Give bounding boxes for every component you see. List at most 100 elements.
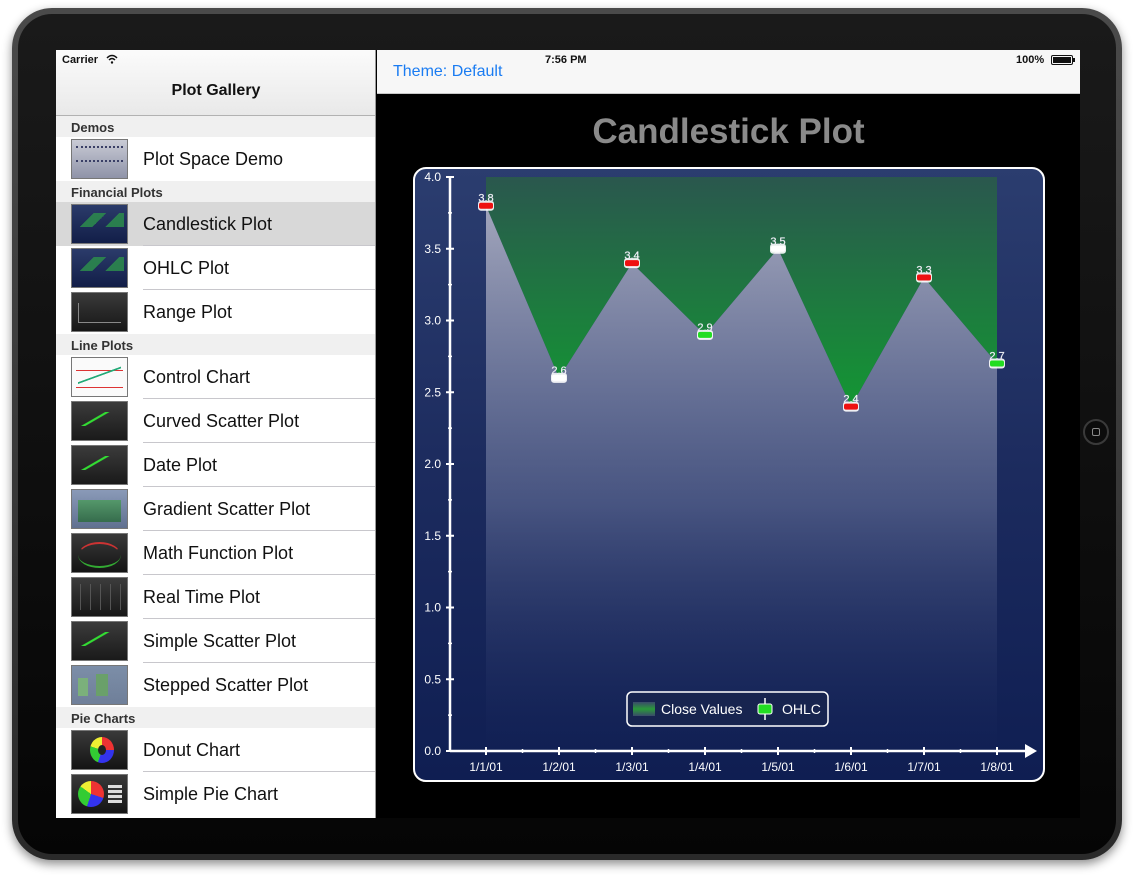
list-item[interactable]: Gradient Scatter Plot: [56, 487, 375, 531]
candlestick-body: [844, 403, 858, 410]
list-item[interactable]: Real Time Plot: [56, 575, 375, 619]
row-separator: [143, 289, 375, 290]
list-item-label: Simple Scatter Plot: [143, 631, 297, 651]
list-item-label: Plot Space Demo: [143, 149, 284, 169]
master-pane: Carrier Plot Gallery Demos Plot Space Dem…: [56, 50, 376, 818]
detail-navigation-bar: Theme: Default 7:56 PM 100%: [377, 50, 1080, 94]
wifi-icon: [106, 54, 118, 64]
data-label: 2.9: [697, 322, 712, 334]
candlestick-body: [990, 360, 1004, 367]
thumbnail-image: [71, 292, 128, 332]
list-item[interactable]: Range Plot: [56, 290, 375, 334]
row-separator: [143, 574, 375, 575]
section-header: Financial Plots: [56, 181, 375, 203]
list-item-label: Date Plot: [143, 455, 218, 475]
chart-layer: 0.0 0.5 1.0 1.5 2.0 2.5 3.0 3.5 4.0 1/1/01 1/2/01 1…: [424, 170, 1037, 774]
battery-icon: [1051, 55, 1075, 65]
list-item-label: OHLC Plot: [143, 258, 230, 278]
home-button[interactable]: [1083, 419, 1109, 445]
row-separator: [143, 530, 375, 531]
list-item-label: Range Plot: [143, 302, 233, 322]
x-tick-label: 1/6/01: [834, 760, 868, 774]
master-title: Plot Gallery: [171, 82, 261, 99]
list-item[interactable]: OHLC Plot: [56, 246, 375, 290]
y-tick-label: 3.0: [424, 314, 441, 328]
master-navigation-bar: Carrier Plot Gallery: [56, 50, 375, 116]
y-tick-label: 4.0: [424, 170, 441, 184]
row-separator: [143, 618, 375, 619]
row-separator: [143, 486, 375, 487]
row-separator: [143, 662, 375, 663]
x-tick-label: 1/1/01: [469, 760, 503, 774]
close-values-upper-fill: [486, 177, 997, 407]
thumbnail-image: [71, 139, 128, 179]
y-tick-label: 2.0: [424, 457, 441, 471]
list-item-label: Real Time Plot: [143, 587, 261, 607]
y-tick-label: 2.5: [424, 385, 441, 399]
x-tick-label: 1/2/01: [542, 760, 576, 774]
list-item[interactable]: Control Chart: [56, 355, 375, 399]
candlestick-body: [625, 260, 639, 267]
list-item-label: Donut Chart: [143, 740, 241, 760]
list-item[interactable]: Curved Scatter Plot: [56, 399, 375, 443]
legend-label-close: Close Values: [661, 701, 742, 717]
legend-swatch-close: [633, 702, 655, 716]
battery-percent: 100%: [1016, 54, 1045, 66]
row-separator: [143, 442, 375, 443]
x-tick-label: 1/3/01: [615, 760, 649, 774]
candlestick-body: [771, 245, 785, 252]
candlestick-body: [917, 274, 931, 281]
carrier-label: Carrier: [62, 54, 99, 66]
y-tick-label: 3.5: [424, 242, 441, 256]
legend-label-ohlc: OHLC: [782, 701, 821, 717]
thumbnail-image: [71, 665, 128, 705]
data-label: 2.6: [551, 365, 566, 377]
data-label: 2.4: [843, 394, 858, 406]
list-item[interactable]: Date Plot: [56, 443, 375, 487]
x-tick-label: 1/5/01: [761, 760, 795, 774]
legend-box: [626, 691, 829, 727]
thumbnail-image: [71, 445, 128, 485]
thumbnail-image: [71, 357, 128, 397]
y-tick-label: 0.5: [424, 672, 441, 686]
list-item-label: Gradient Scatter Plot: [143, 499, 311, 519]
thumbnail-image: [71, 774, 128, 814]
thumbnail-image: [71, 621, 128, 661]
screen: Carrier Plot Gallery Demos Plot Space Dem…: [56, 50, 1080, 818]
y-tick-label: 1.0: [424, 601, 441, 615]
thumbnail-image: [71, 489, 128, 529]
x-axis-arrow-icon: [1025, 744, 1037, 758]
x-tick-label: 1/7/01: [907, 760, 941, 774]
status-time: 7:56 PM: [545, 54, 587, 66]
list-item[interactable]: Stepped Scatter Plot: [56, 663, 375, 707]
section-header: Line Plots: [56, 334, 375, 356]
close-values-area: [486, 205, 997, 751]
y-tick-label: 1.5: [424, 529, 441, 543]
list-item-label: Control Chart: [143, 367, 251, 387]
data-label: 3.5: [770, 236, 785, 248]
list-item[interactable]: Plot Space Demo: [56, 137, 375, 181]
thumbnail-image: [71, 533, 128, 573]
list-item[interactable]: Candlestick Plot: [56, 202, 375, 246]
thumbnail-image: [71, 730, 128, 770]
row-separator: [143, 398, 375, 399]
list-item-label: Curved Scatter Plot: [143, 411, 300, 431]
data-label: 3.3: [916, 264, 931, 276]
x-tick-label: 1/4/01: [688, 760, 722, 774]
candlestick-chart: 0.0 0.5 1.0 1.5 2.0 2.5 3.0 3.5 4.0 1/1/01 1/2/01 1…: [413, 167, 1045, 782]
row-separator: [143, 771, 375, 772]
list-item[interactable]: Math Function Plot: [56, 531, 375, 575]
y-tick-label: 0.0: [424, 744, 441, 758]
section-header: Demos: [56, 116, 375, 138]
section-header: Pie Charts: [56, 707, 375, 729]
list-item-label: Math Function Plot: [143, 543, 294, 563]
list-item[interactable]: Simple Scatter Plot: [56, 619, 375, 663]
list-item-label: Simple Pie Chart: [143, 784, 279, 804]
thumbnail-image: [71, 248, 128, 288]
thumbnail-image: [71, 204, 128, 244]
theme-button[interactable]: Theme: Default: [393, 63, 503, 80]
row-separator: [143, 245, 375, 246]
list-item[interactable]: Donut Chart: [56, 728, 375, 772]
list-item[interactable]: Simple Pie Chart: [56, 772, 375, 816]
chart-title: Candlestick Plot: [592, 112, 865, 151]
